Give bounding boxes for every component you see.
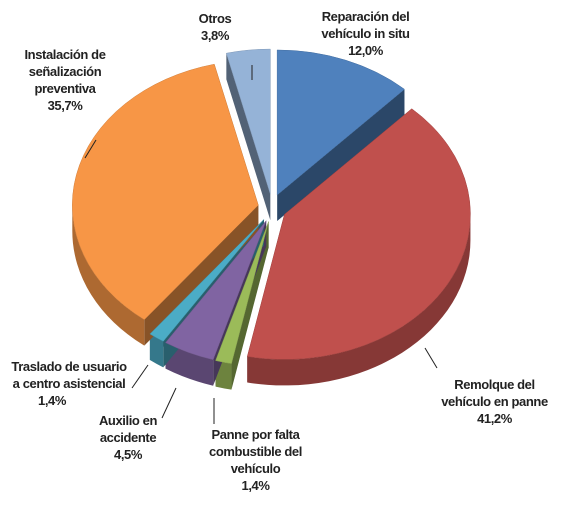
slice-side — [144, 205, 259, 346]
slice — [72, 63, 259, 320]
label-name: Auxilio en accidente — [98, 413, 158, 445]
label: Remolque del vehículo en panne 41,2% — [437, 376, 552, 427]
label: Otros 3,8% — [185, 10, 245, 44]
leader-line — [161, 387, 177, 419]
slice-wall — [165, 342, 214, 386]
slice — [149, 219, 265, 342]
slice — [276, 49, 405, 196]
label-value: 41,2% — [477, 411, 512, 426]
slice — [215, 221, 269, 364]
leader-line — [84, 139, 97, 159]
label: Instalación de señalización preventiva 35… — [10, 46, 120, 114]
slice-wall — [247, 214, 471, 386]
label-value: 3,8% — [200, 28, 230, 43]
label-value: 1,4% — [241, 478, 270, 493]
slice — [165, 220, 267, 361]
label-name: Otros — [198, 11, 232, 26]
label-value: 4,5% — [113, 447, 143, 462]
leader-line — [424, 347, 438, 369]
slice-wall — [149, 334, 164, 368]
label-name: Traslado de usuario a centro asistencial — [11, 359, 127, 391]
label: Reparación del vehículo in situ 12,0% — [308, 8, 423, 59]
slice — [226, 48, 271, 195]
label: Traslado de usuario a centro asistencial… — [8, 358, 130, 409]
label-name: Panne por falta combustible del vehículo — [209, 427, 302, 476]
label-value: 12,0% — [348, 43, 383, 58]
slice-side — [149, 219, 264, 361]
slice-wall — [72, 205, 145, 346]
label: Auxilio en accidente 4,5% — [92, 412, 164, 463]
label-value: 1,4% — [38, 393, 67, 408]
slice-side — [226, 53, 271, 221]
label-value: 35,7% — [47, 98, 83, 113]
leader-line — [131, 364, 149, 389]
slice-side — [277, 89, 405, 221]
slice — [246, 108, 471, 360]
label-name: Reparación del vehículo in situ — [321, 9, 410, 41]
label: Panne por falta combustible del vehículo… — [198, 426, 313, 494]
label-name: Instalación de señalización preventiva — [24, 47, 106, 96]
label-name: Remolque del vehículo en panne — [441, 377, 548, 409]
